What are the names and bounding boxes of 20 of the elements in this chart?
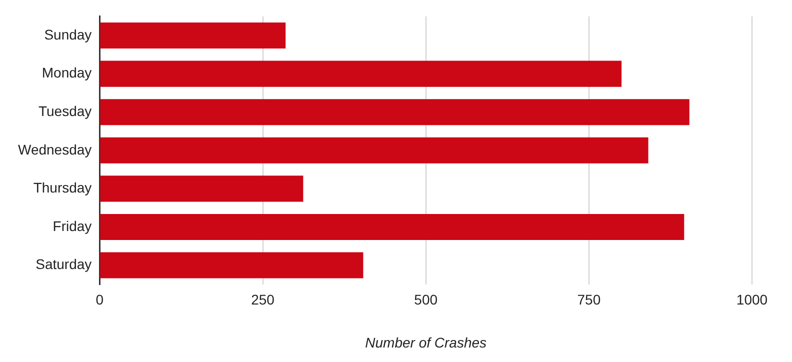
y-tick-label: Friday (52, 218, 92, 234)
bar (100, 176, 304, 202)
y-tick-label: Monday (42, 64, 92, 81)
bar (100, 214, 684, 240)
x-axis-title: Number of Crashes (365, 334, 487, 350)
y-tick-label: Wednesday (18, 141, 92, 158)
bar (100, 137, 648, 164)
bar (100, 99, 690, 126)
y-tick-label: Tuesday (38, 102, 92, 119)
bar (100, 22, 286, 49)
x-tick-label: 250 (251, 292, 275, 308)
bar (100, 252, 364, 278)
x-tick-label: 1000 (736, 292, 768, 308)
x-tick-label: 500 (414, 292, 438, 308)
y-tick-label: Saturday (36, 256, 92, 272)
x-tick-label: 0 (96, 292, 104, 308)
bar (100, 60, 622, 87)
y-tick-label: Thursday (33, 180, 92, 196)
x-tick-label: 750 (577, 292, 601, 308)
y-tick-label: Sunday (44, 26, 92, 42)
